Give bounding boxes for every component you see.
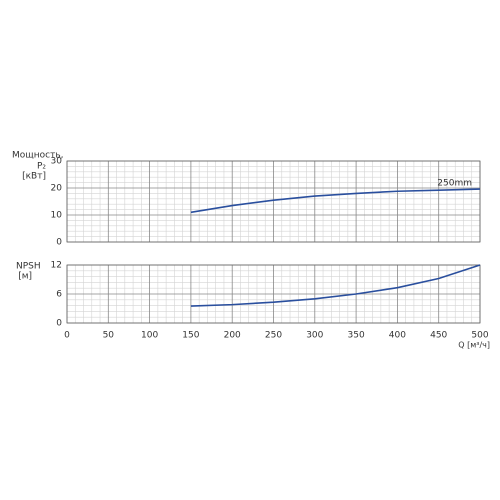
plot-frame — [66, 160, 481, 243]
x-tick-label: 500 — [471, 331, 488, 341]
line — [190, 264, 481, 307]
x-tick-label: 0 — [64, 331, 70, 341]
x-tick-label: 150 — [182, 331, 199, 341]
x-tick-label: 250 — [265, 331, 282, 341]
x-tick-label: 450 — [430, 331, 447, 341]
x-tick-label: 50 — [103, 331, 115, 341]
y-label: [кВт] — [22, 172, 46, 182]
series-label: 250mm — [437, 179, 472, 189]
x-tick-label: 300 — [306, 331, 323, 341]
y-tick-label: 12 — [51, 261, 62, 271]
y-tick-label: 0 — [56, 238, 62, 248]
y-tick-label: 6 — [56, 290, 62, 300]
y-label: P₂ — [37, 162, 46, 172]
line — [190, 188, 481, 214]
plot-frame — [66, 264, 481, 324]
y-tick-label: 30 — [51, 157, 63, 167]
x-tick-label: 200 — [224, 331, 241, 341]
x-label: Q [м³/ч] — [458, 341, 490, 350]
y-label: NPSH — [16, 262, 41, 272]
y-tick-label: 10 — [51, 211, 63, 221]
x-tick-label: 100 — [141, 331, 158, 341]
y-tick-label: 0 — [56, 319, 62, 329]
x-tick-label: 400 — [389, 331, 406, 341]
y-tick-label: 20 — [51, 184, 63, 194]
y-label: [м] — [18, 272, 32, 282]
x-tick-label: 350 — [348, 331, 365, 341]
y-label: Мощность, — [12, 151, 64, 161]
